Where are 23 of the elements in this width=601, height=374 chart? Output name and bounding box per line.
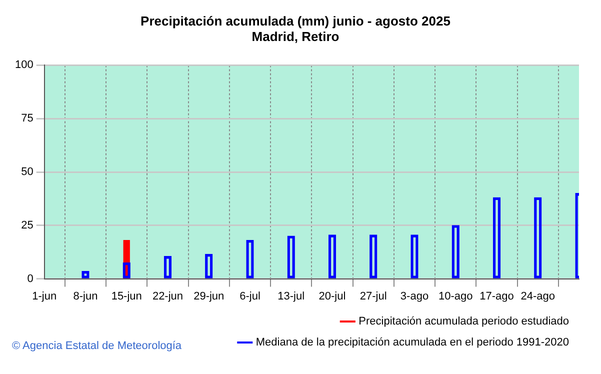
x-tick-label: 3-ago [400, 290, 429, 302]
x-tick-label: 15-jun [111, 290, 142, 302]
text: © Agencia Estatal de Meteorología [12, 340, 182, 352]
y-tick-label: 50 [21, 166, 34, 178]
legend-label: Precipitación acumulada periodo estudiado [358, 316, 569, 328]
y-tick-label: 75 [21, 112, 34, 125]
y-tick-label: 0 [27, 272, 34, 285]
y-tick-label: 100 [14, 59, 34, 72]
legend-label: Mediana de la precipitación acumulada en el periodo 1991-2020 [256, 336, 569, 349]
chart-subtitle: Madrid, Retiro [252, 28, 340, 44]
x-tick-label: 20-jul [318, 290, 346, 302]
chart-title: Precipitación acumulada (mm) junio - agosto 2025 [140, 13, 450, 28]
x-tick-label: 27-jul [360, 290, 387, 302]
x-tick-label: 24-ago [520, 290, 556, 302]
x-tick-label: 10-ago [438, 290, 473, 302]
x-tick-label: 1-jun [32, 290, 57, 302]
x-tick-label: 17-ago [480, 290, 514, 302]
x-tick-label: 13-jul [278, 290, 305, 302]
x-tick-label: 29-jun [194, 290, 224, 302]
y-tick-label: 25 [21, 219, 34, 232]
x-tick-label: 22-jun [152, 290, 184, 302]
x-tick-label: 8-jun [73, 290, 98, 302]
x-tick-label: 6-jul [240, 290, 260, 302]
